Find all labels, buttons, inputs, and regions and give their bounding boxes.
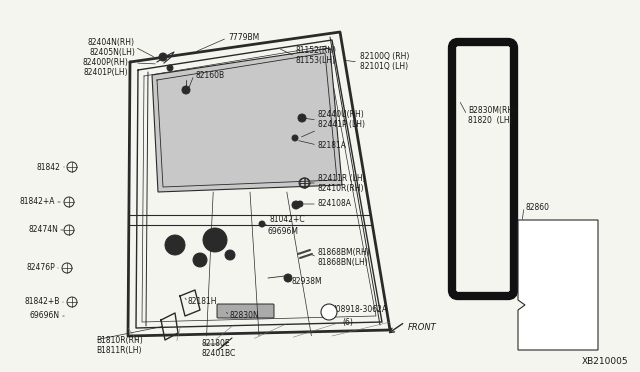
Text: 81868BM(RH): 81868BM(RH) [318,247,371,257]
Text: 81152(RH): 81152(RH) [296,46,337,55]
Circle shape [167,65,173,71]
Text: 82830N: 82830N [230,311,260,321]
Text: 69696M: 69696M [268,228,299,237]
Text: 81153(LH): 81153(LH) [296,57,336,65]
Text: B1811R(LH): B1811R(LH) [96,346,141,355]
Text: N: N [326,309,332,315]
Text: 82476P: 82476P [26,263,55,273]
Text: 82410R(RH): 82410R(RH) [318,183,365,192]
Polygon shape [152,48,342,192]
Text: 81842+B: 81842+B [24,298,60,307]
FancyBboxPatch shape [452,42,514,296]
Text: 69696N: 69696N [30,311,60,321]
Text: B2830M(RH): B2830M(RH) [468,106,516,115]
Polygon shape [518,220,598,350]
Text: 82405N(LH): 82405N(LH) [89,48,135,58]
Text: N08918-3062A: N08918-3062A [330,305,387,314]
Circle shape [297,201,303,207]
Text: 82181A: 82181A [318,141,347,150]
Text: 82401P(LH): 82401P(LH) [83,68,128,77]
Text: 82938M: 82938M [292,278,323,286]
Text: FRONT: FRONT [408,323,436,331]
Text: B1810R(RH): B1810R(RH) [96,336,143,344]
Text: 82474N: 82474N [28,225,58,234]
Circle shape [292,135,298,141]
Text: (6): (6) [342,317,353,327]
Circle shape [159,53,167,61]
Text: 81042+C: 81042+C [270,215,306,224]
Text: 82100Q (RH): 82100Q (RH) [360,52,410,61]
Text: 81820  (LH): 81820 (LH) [468,115,513,125]
Text: 81868BN(LH): 81868BN(LH) [318,257,369,266]
Text: 82181H: 82181H [188,298,218,307]
Circle shape [193,253,207,267]
Text: 82404N(RH): 82404N(RH) [88,38,135,46]
Circle shape [292,201,300,209]
Text: 81842: 81842 [36,163,60,171]
Text: 82440U(RH): 82440U(RH) [318,110,365,119]
Text: XB210005: XB210005 [581,357,628,366]
Text: 7779BM: 7779BM [228,33,259,42]
Circle shape [284,274,292,282]
Circle shape [259,221,265,227]
Text: 82401BC: 82401BC [202,350,236,359]
Text: 82860: 82860 [525,202,549,212]
Text: 82400P(RH): 82400P(RH) [82,58,128,67]
Text: 82180E: 82180E [202,340,230,349]
Text: 82160B: 82160B [196,71,225,80]
FancyBboxPatch shape [217,304,274,318]
Text: 82101Q (LH): 82101Q (LH) [360,62,408,71]
Circle shape [298,114,306,122]
Text: 824108A: 824108A [318,199,352,208]
Text: 82441P (LH): 82441P (LH) [318,121,365,129]
Circle shape [203,228,227,252]
Circle shape [182,86,190,94]
Circle shape [165,235,185,255]
Text: 81842+A: 81842+A [19,198,55,206]
Circle shape [321,304,337,320]
Text: 82411R (LH): 82411R (LH) [318,173,365,183]
Circle shape [225,250,235,260]
